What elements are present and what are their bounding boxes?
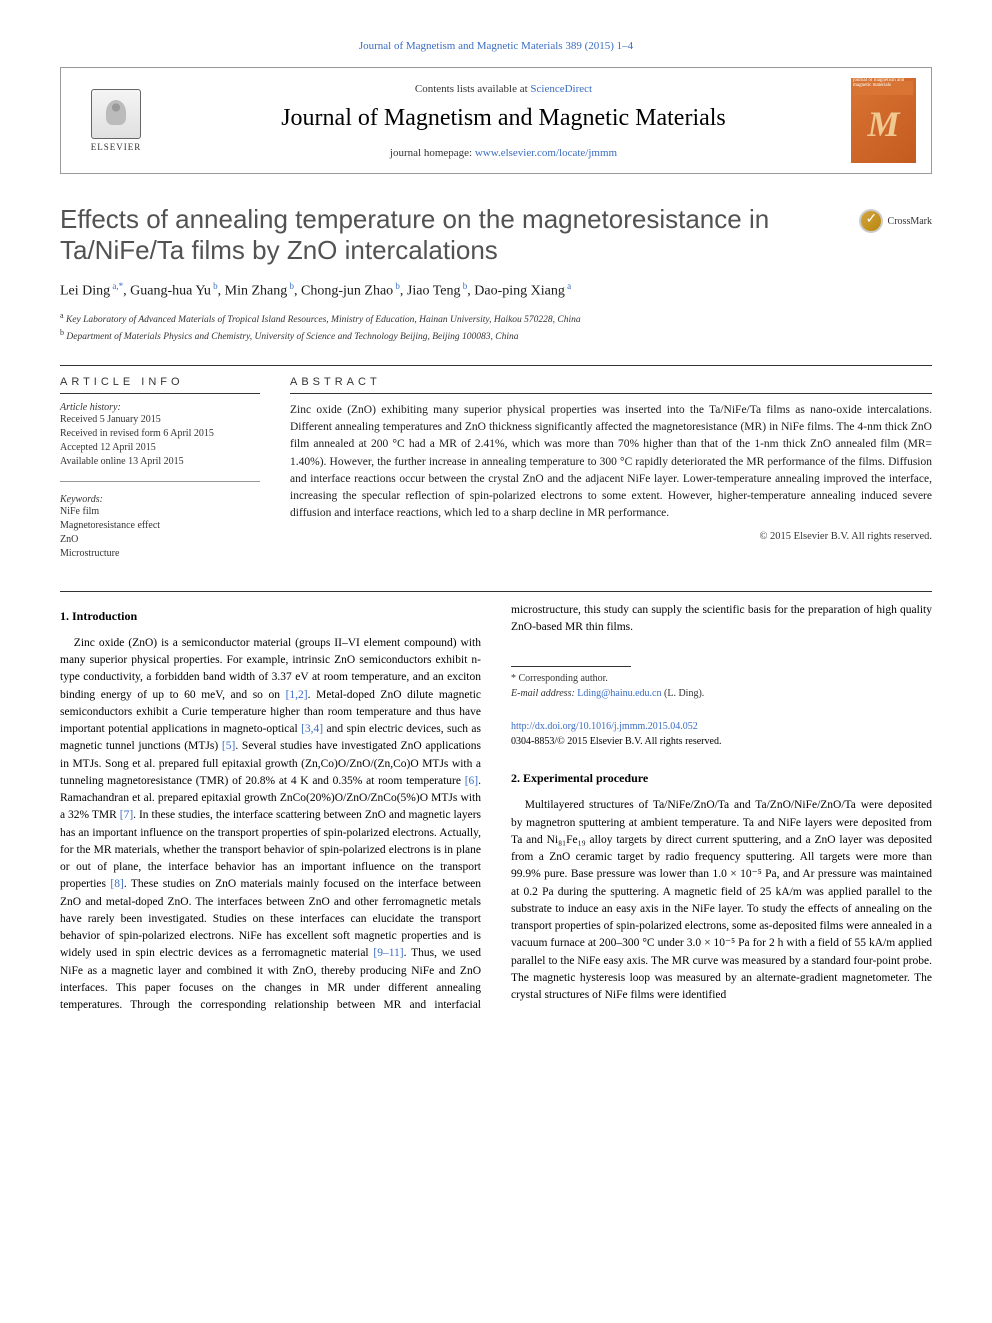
author-6-aff: a <box>567 281 571 291</box>
crossmark-badge[interactable]: CrossMark <box>859 209 932 233</box>
author-5[interactable]: Jiao Teng <box>407 284 461 299</box>
abstract-text: Zinc oxide (ZnO) exhibiting many superio… <box>290 402 932 523</box>
author-1-corr: * <box>119 281 124 291</box>
divider-bottom <box>60 591 932 592</box>
info-abstract-row: ARTICLE INFO Article history: Received 5… <box>60 376 932 561</box>
email-suffix: (L. Ding). <box>662 688 705 699</box>
affiliation-a: Key Laboratory of Advanced Materials of … <box>66 315 581 325</box>
keywords-block: Keywords: NiFe film Magnetoresistance ef… <box>60 481 260 561</box>
ref-link-6[interactable]: [6] <box>465 775 478 787</box>
keyword-3: ZnO <box>60 533 260 547</box>
doi-block: http://dx.doi.org/10.1016/j.jmmm.2015.04… <box>511 719 932 749</box>
keyword-2: Magnetoresistance effect <box>60 519 260 533</box>
experimental-heading: 2. Experimental procedure <box>511 769 932 787</box>
footer-divider <box>511 666 631 667</box>
sciencedirect-link[interactable]: ScienceDirect <box>530 83 592 95</box>
contents-prefix: Contents lists available at <box>415 83 530 95</box>
author-6[interactable]: Dao-ping Xiang <box>474 284 565 299</box>
abstract-copyright: © 2015 Elsevier B.V. All rights reserved… <box>290 531 932 542</box>
elsevier-label: ELSEVIER <box>91 142 142 152</box>
author-2-aff: b <box>213 281 218 291</box>
keywords-label: Keywords: <box>60 494 260 505</box>
corresponding-author-block: * Corresponding author. E-mail address: … <box>511 666 932 701</box>
abstract-heading: ABSTRACT <box>290 376 932 394</box>
issn-copyright: 0304-8853/© 2015 Elsevier B.V. All right… <box>511 734 932 749</box>
contents-line: Contents lists available at ScienceDirec… <box>176 83 831 95</box>
author-3[interactable]: Min Zhang <box>225 284 288 299</box>
journal-name: Journal of Magnetism and Magnetic Materi… <box>176 105 831 132</box>
doi-link[interactable]: http://dx.doi.org/10.1016/j.jmmm.2015.04… <box>511 721 698 732</box>
title-row: Effects of annealing temperature on the … <box>60 204 932 266</box>
author-4-aff: b <box>395 281 400 291</box>
crossmark-icon <box>859 209 883 233</box>
affiliations: a Key Laboratory of Advanced Materials o… <box>60 310 932 345</box>
abstract-column: ABSTRACT Zinc oxide (ZnO) exhibiting man… <box>290 376 932 561</box>
ref-link-7[interactable]: [7] <box>120 809 133 821</box>
citation-link[interactable]: Journal of Magnetism and Magnetic Materi… <box>359 40 633 52</box>
received-date: Received 5 January 2015 <box>60 413 260 427</box>
author-1[interactable]: Lei Ding <box>60 284 110 299</box>
homepage-link[interactable]: www.elsevier.com/locate/jmmm <box>475 147 617 159</box>
online-date: Available online 13 April 2015 <box>60 455 260 469</box>
corresponding-label: * Corresponding author. <box>511 671 932 686</box>
keyword-1: NiFe film <box>60 505 260 519</box>
homepage-prefix: journal homepage: <box>390 147 475 159</box>
ref-link-1-2[interactable]: [1,2] <box>286 689 308 701</box>
ref-link-9-11[interactable]: [9–11] <box>373 947 403 959</box>
divider-top <box>60 365 932 366</box>
author-2[interactable]: Guang-hua Yu <box>130 284 211 299</box>
article-info-heading: ARTICLE INFO <box>60 376 260 394</box>
header-center: Contents lists available at ScienceDirec… <box>156 83 851 159</box>
ref-link-3-4[interactable]: [3,4] <box>301 723 323 735</box>
elsevier-logo[interactable]: ELSEVIER <box>76 81 156 161</box>
experimental-paragraph: Multilayered structures of Ta/NiFe/ZnO/T… <box>511 797 932 1004</box>
crossmark-label: CrossMark <box>888 216 932 227</box>
author-5-aff: b <box>463 281 468 291</box>
intro-heading: 1. Introduction <box>60 607 481 625</box>
journal-header-box: ELSEVIER Contents lists available at Sci… <box>60 67 932 174</box>
journal-cover-thumbnail[interactable]: journal of magnetism and magnetic materi… <box>851 78 916 163</box>
keyword-4: Microstructure <box>60 547 260 561</box>
article-title: Effects of annealing temperature on the … <box>60 204 839 266</box>
author-4[interactable]: Chong-jun Zhao <box>301 284 393 299</box>
ref-link-8[interactable]: [8] <box>110 878 123 890</box>
header-citation: Journal of Magnetism and Magnetic Materi… <box>60 40 932 52</box>
cover-m-icon: M <box>867 103 899 145</box>
revised-date: Received in revised form 6 April 2015 <box>60 427 260 441</box>
author-3-aff: b <box>290 281 295 291</box>
cover-text: journal of magnetism and magnetic materi… <box>853 78 916 88</box>
authors-list: Lei Ding a,*, Guang-hua Yu b, Min Zhang … <box>60 281 932 300</box>
email-label: E-mail address: <box>511 688 577 699</box>
accepted-date: Accepted 12 April 2015 <box>60 441 260 455</box>
email-link[interactable]: Lding@hainu.edu.cn <box>577 688 661 699</box>
main-content: 1. Introduction Zinc oxide (ZnO) is a se… <box>60 602 932 1015</box>
history-label: Article history: <box>60 402 260 413</box>
homepage-line: journal homepage: www.elsevier.com/locat… <box>176 147 831 159</box>
affiliation-b: Department of Materials Physics and Chem… <box>66 333 518 343</box>
article-info-column: ARTICLE INFO Article history: Received 5… <box>60 376 260 561</box>
elsevier-tree-icon <box>91 89 141 139</box>
ref-link-5[interactable]: [5] <box>222 740 235 752</box>
